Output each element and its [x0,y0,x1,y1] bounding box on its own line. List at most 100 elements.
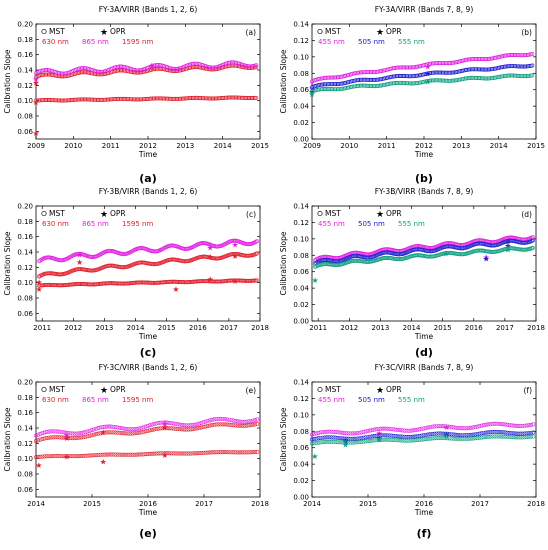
mst-point [377,77,382,82]
mst-point [511,64,516,69]
mst-point [232,95,237,100]
mst-point [518,64,523,69]
mst-point [340,436,345,441]
y-axis-label: Calibration Slope [279,231,288,295]
y-tick-label: 0.06 [293,268,309,276]
mst-point [175,426,180,431]
mst-point [445,424,450,429]
mst-point [526,431,531,436]
mst-point [40,436,45,441]
mst-point [182,427,187,432]
mst-point [222,422,227,427]
mst-point [225,95,230,100]
mst-point [309,432,314,437]
panel-caption: (c) [140,346,157,359]
mst-point [394,74,399,79]
mst-point [348,436,353,441]
mst-point [522,423,527,428]
mst-point [502,53,507,58]
mst-point [415,434,420,439]
mst-point [212,422,217,427]
opr-point: ★ [76,258,83,267]
mst-point [416,80,421,85]
mst-point [391,427,396,432]
y-tick-label: 0.18 [17,394,33,402]
mst-point [487,67,492,72]
mst-point [512,73,517,78]
mst-point [186,423,191,428]
mst-point [324,82,329,87]
mst-point [312,437,317,442]
mst-point [325,82,330,87]
mst-point [477,435,482,440]
mst-point [67,98,72,103]
mst-point [61,430,66,435]
mst-point [180,96,185,101]
mst-point [322,435,327,440]
mst-point [235,95,240,100]
mst-point [214,450,219,455]
mst-point [171,426,176,431]
mst-point [55,435,60,440]
mst-point [147,428,152,433]
mst-point [471,425,476,430]
mst-point [400,65,405,70]
mst-point [246,419,251,424]
mst-point [425,432,430,437]
legend-mst-label: MST [49,209,65,218]
mst-point [325,429,330,434]
mst-point [254,278,259,283]
mst-point [137,97,142,102]
mst-point [409,74,414,79]
mst-point [171,421,176,426]
mst-point [342,440,347,445]
mst-point [331,435,336,440]
mst-point [507,73,512,78]
mst-point [318,430,323,435]
mst-point [442,70,447,75]
mst-point [379,77,384,82]
plot-frame [311,205,537,322]
mst-point [330,82,335,87]
mst-point [417,427,422,432]
panel-caption: (e) [139,527,157,540]
chart-panel-d: FY-3B/VIRR (Bands 7, 8, 9) 0.00 0.02 0.04 0.… [279,187,545,359]
mst-point [91,453,96,458]
mst-point [117,425,122,430]
mst-point [207,423,212,428]
mst-point [316,430,321,435]
y-tick-label: 0.06 [293,86,309,94]
mst-point [152,96,157,101]
mst-point [387,75,392,80]
y-tick-label: 0.14 [17,425,33,433]
mst-point [33,439,38,444]
mst-point [476,76,481,81]
mst-point [370,438,375,443]
mst-point [383,82,388,87]
mst-point [169,451,174,456]
mst-point [327,435,332,440]
mst-point [393,74,398,79]
y-tick-label: 0.02 [293,477,309,485]
mst-point [199,425,204,430]
x-tick-label: 2014 [490,142,508,150]
mst-point [337,75,342,80]
mst-point [483,434,488,439]
mst-point [445,70,450,75]
legend-series-label: 1595 nm [122,220,153,228]
mst-point [45,72,50,77]
mst-point [438,61,443,66]
mst-point [150,96,155,101]
mst-point [318,87,323,92]
mst-point [484,76,489,81]
mst-point [477,424,482,429]
opr-point: ★ [172,285,179,294]
mst-point [423,425,428,430]
mst-point [113,425,118,430]
mst-point [314,436,319,441]
mst-point [70,436,75,441]
mst-point [182,451,187,456]
panel-caption: (d) [415,346,433,359]
opr-point: ★ [504,241,511,250]
mst-point [90,97,95,102]
